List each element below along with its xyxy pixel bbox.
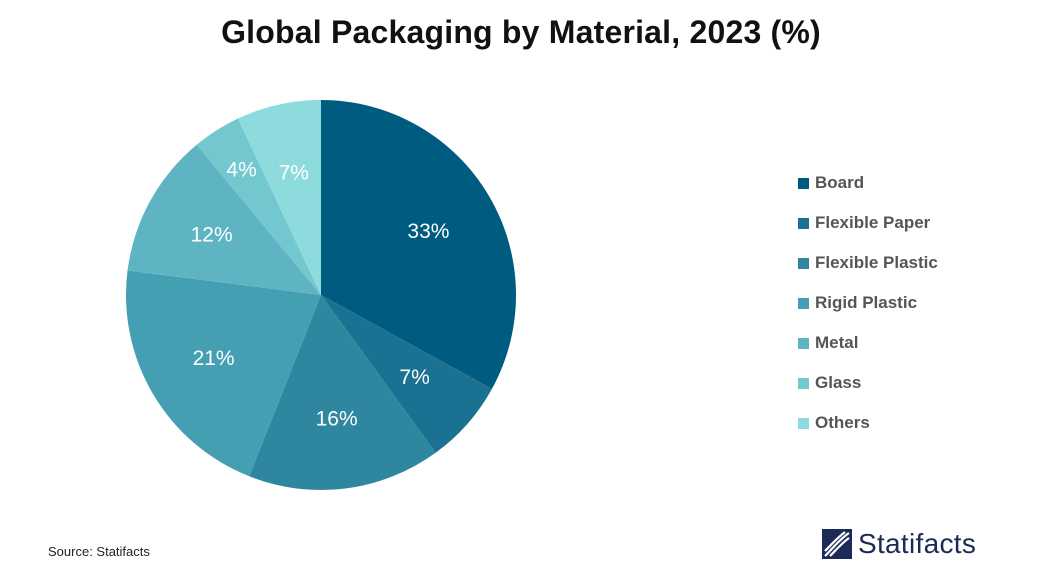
brand-name: Statifacts xyxy=(858,528,977,559)
legend-label: Board xyxy=(815,173,865,192)
legend-item-flexible-paper: Flexible Paper xyxy=(798,203,938,243)
legend-item-board: Board xyxy=(798,163,938,203)
legend-swatch xyxy=(798,337,809,349)
legend-item-glass: Glass xyxy=(798,363,938,403)
legend-label: Metal xyxy=(815,333,859,352)
legend-label: Glass xyxy=(815,373,862,392)
legend-swatch xyxy=(798,417,809,429)
chart-title: Global Packaging by Material, 2023 (%) xyxy=(221,14,821,50)
slice-label-glass: 4% xyxy=(226,158,256,181)
legend-label: Flexible Paper xyxy=(815,213,931,232)
legend-item-rigid-plastic: Rigid Plastic xyxy=(798,283,938,323)
legend-swatch xyxy=(798,177,809,189)
slice-label-flexible-paper: 7% xyxy=(399,366,429,389)
legend-label: Others xyxy=(815,413,870,432)
pie-slice-flexible-plastic xyxy=(249,295,436,491)
slice-label-flexible-plastic: 16% xyxy=(316,407,358,430)
source-note: Source: Statifacts xyxy=(48,544,150,559)
legend-label: Rigid Plastic xyxy=(815,293,918,312)
legend-swatch xyxy=(798,257,809,269)
pie-slice-others xyxy=(237,100,321,295)
slice-label-metal: 12% xyxy=(191,223,233,246)
slice-label-others: 7% xyxy=(279,162,309,185)
pie-slice-glass xyxy=(196,118,321,296)
slice-label-board: 33% xyxy=(407,220,449,243)
pie-slice-board xyxy=(321,100,516,389)
brand-logo: Statifacts xyxy=(822,528,976,560)
pie-slice-metal xyxy=(127,144,322,295)
legend-swatch xyxy=(798,297,809,309)
pie-slice-rigid-plastic xyxy=(126,270,321,477)
legend-item-metal: Metal xyxy=(798,323,938,363)
legend-item-flexible-plastic: Flexible Plastic xyxy=(798,243,938,283)
legend-item-others: Others xyxy=(798,403,938,443)
legend-swatch xyxy=(798,377,809,389)
legend-swatch xyxy=(798,217,809,229)
slice-label-rigid-plastic: 21% xyxy=(193,347,235,370)
legend-label: Flexible Plastic xyxy=(815,253,938,272)
legend: Board Flexible Paper Flexible Plastic Rigid… xyxy=(798,163,938,443)
pie-slice-flexible-paper xyxy=(321,295,492,453)
statifacts-logo-icon xyxy=(822,529,852,559)
